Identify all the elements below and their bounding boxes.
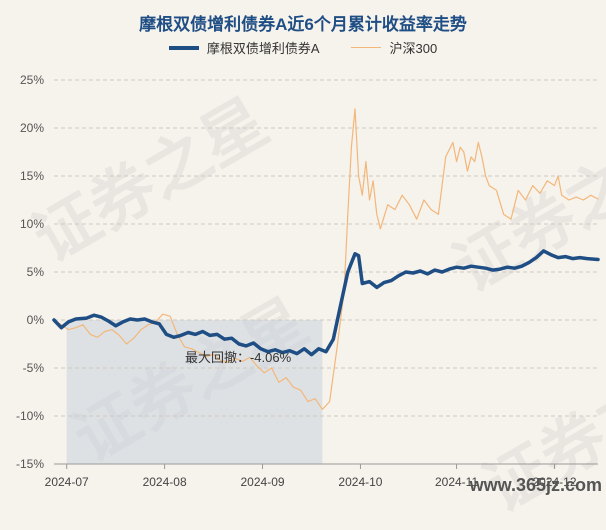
site-watermark: www.365jz.com bbox=[469, 475, 602, 495]
line-chart: 25% 20% 15% 10% 5% 0% -5% -10% -15%2024-07 2024-0… bbox=[16, 73, 600, 489]
legend-swatch-index bbox=[351, 47, 382, 48]
y-tick-label: -5% bbox=[23, 361, 45, 375]
legend-swatch-fund bbox=[168, 45, 199, 50]
y-tick-label: 15% bbox=[20, 169, 44, 183]
y-tick-label: 5% bbox=[27, 265, 45, 279]
chart-title: 摩根双债增利债券A近6个月累计收益率走势 bbox=[139, 15, 467, 34]
drawdown-region bbox=[66, 320, 323, 464]
y-tick-label: 25% bbox=[20, 73, 44, 87]
legend-item-fund[interactable]: 摩根双债增利债券A bbox=[168, 38, 320, 57]
legend-label-fund: 摩根双债增利债券A bbox=[206, 41, 320, 56]
x-tick-label: 2024-07 bbox=[45, 475, 89, 489]
y-tick-label: 10% bbox=[20, 217, 44, 231]
legend-label-index: 沪深300 bbox=[389, 41, 438, 56]
y-tick-label: -10% bbox=[16, 409, 44, 423]
x-tick-label: 2024-08 bbox=[143, 475, 187, 489]
y-tick-label: 20% bbox=[20, 121, 44, 135]
x-tick-label: 2024-09 bbox=[241, 475, 285, 489]
max-drawdown-label: 最大回撤：-4.06% bbox=[185, 350, 292, 365]
x-tick-label: 2024-11 bbox=[435, 475, 478, 489]
x-tick-label: 2024-10 bbox=[338, 475, 382, 489]
chart-legend: 摩根双债增利债券A 沪深300 bbox=[0, 38, 606, 57]
y-tick-label: -15% bbox=[16, 457, 44, 471]
series-line-fund[interactable] bbox=[52, 249, 600, 357]
series-line-index[interactable] bbox=[53, 108, 599, 410]
x-tick-label: 2024-12 bbox=[532, 475, 576, 489]
y-tick-label: 0% bbox=[27, 313, 45, 327]
legend-item-index[interactable]: 沪深300 bbox=[351, 38, 437, 57]
